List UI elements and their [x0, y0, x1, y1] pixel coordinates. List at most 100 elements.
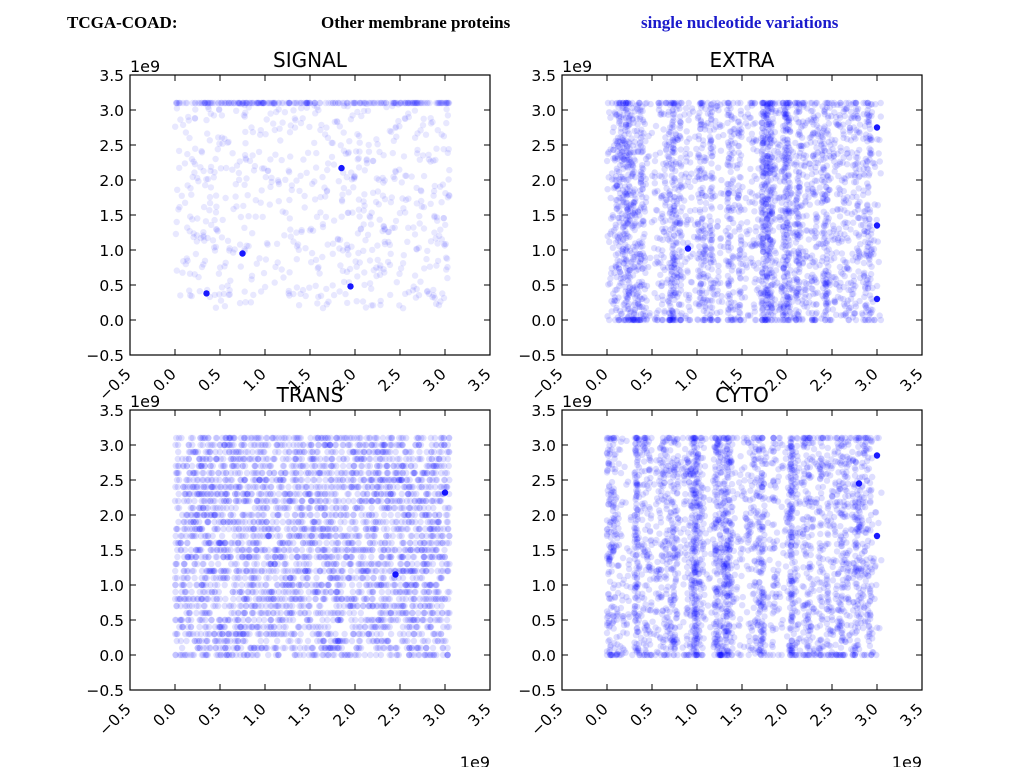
data-point	[275, 99, 283, 107]
data-point	[268, 99, 276, 107]
data-point	[867, 270, 875, 278]
data-point	[226, 291, 233, 298]
data-point	[651, 180, 658, 187]
data-point	[406, 99, 413, 107]
data-point	[213, 203, 220, 210]
data-point	[188, 155, 196, 163]
data-point	[369, 302, 377, 309]
data-point	[361, 191, 368, 198]
data-point	[836, 213, 844, 220]
data-point	[621, 316, 628, 324]
data-point	[297, 172, 304, 179]
data-point	[684, 245, 692, 252]
data-point	[676, 132, 683, 140]
data-point	[324, 241, 331, 248]
data-point	[435, 99, 442, 107]
data-point	[360, 99, 367, 107]
figure-header: TCGA-COAD: Other membrane proteins singl…	[0, 0, 1024, 48]
data-point	[264, 167, 272, 174]
data-point	[734, 118, 742, 126]
data-point	[612, 110, 619, 118]
data-point	[819, 129, 826, 136]
data-point	[206, 137, 213, 144]
data-point	[845, 119, 852, 126]
data-point	[217, 165, 225, 172]
data-point	[760, 226, 767, 233]
data-point	[861, 269, 868, 276]
data-point	[271, 101, 278, 108]
data-point	[643, 160, 651, 167]
data-point	[219, 216, 226, 224]
data-point	[263, 240, 271, 247]
plot-area	[130, 75, 490, 355]
data-point	[254, 99, 262, 107]
data-point	[247, 99, 255, 107]
data-point	[275, 178, 282, 186]
data-point	[334, 236, 342, 243]
data-point	[400, 99, 407, 107]
data-point	[264, 241, 271, 248]
data-point	[644, 153, 651, 160]
data-point	[207, 184, 215, 191]
data-point	[239, 99, 247, 107]
data-point	[192, 145, 199, 152]
data-point	[742, 255, 749, 262]
data-point	[708, 245, 715, 252]
data-point	[257, 199, 264, 206]
data-point	[287, 233, 294, 240]
data-point	[626, 216, 633, 223]
data-point	[243, 469, 251, 477]
data-point	[708, 304, 716, 311]
data-point	[671, 232, 678, 239]
data-point	[704, 119, 711, 127]
data-point	[392, 168, 399, 176]
data-point	[306, 99, 314, 107]
data-point	[365, 99, 373, 107]
data-point	[175, 147, 183, 155]
data-point	[340, 278, 348, 286]
data-point	[201, 99, 209, 107]
data-point	[189, 216, 196, 223]
data-point	[355, 155, 362, 162]
data-point	[338, 164, 345, 172]
data-point	[420, 203, 428, 211]
data-point	[865, 232, 872, 240]
data-point	[337, 262, 344, 269]
data-point	[727, 233, 734, 240]
data-point	[242, 155, 249, 162]
data-point	[362, 237, 369, 244]
data-point	[697, 125, 704, 132]
data-point	[353, 99, 361, 107]
data-point	[725, 204, 733, 211]
data-point	[608, 265, 615, 272]
data-point	[319, 304, 327, 312]
data-point	[336, 123, 343, 130]
data-point	[261, 99, 268, 107]
data-point	[780, 177, 788, 184]
data-point	[776, 193, 783, 201]
data-point	[306, 227, 314, 234]
y-tick-label: 2.5	[531, 137, 556, 155]
data-point	[688, 170, 695, 177]
y-tick-label: 2.5	[99, 137, 124, 155]
data-point	[655, 307, 662, 314]
data-point	[339, 247, 347, 254]
data-point	[725, 224, 732, 232]
data-point	[255, 148, 263, 156]
data-point	[253, 99, 260, 107]
data-point	[819, 292, 826, 299]
data-point	[355, 164, 363, 171]
data-point	[234, 99, 241, 107]
data-point	[395, 101, 402, 108]
data-point	[612, 224, 619, 231]
data-point	[198, 147, 205, 155]
data-point	[355, 132, 363, 140]
data-point	[651, 245, 658, 252]
data-point	[379, 192, 387, 199]
data-point	[613, 197, 621, 204]
data-point	[263, 116, 270, 123]
data-point	[202, 99, 209, 107]
data-point	[737, 99, 744, 107]
data-point	[269, 99, 276, 107]
data-point	[242, 140, 249, 147]
